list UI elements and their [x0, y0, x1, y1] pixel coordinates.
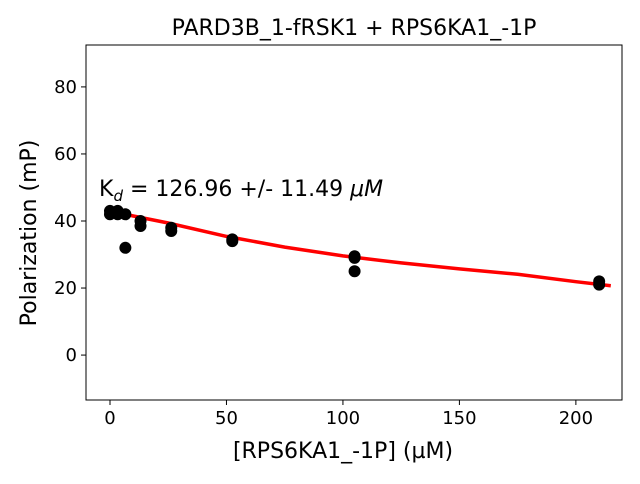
- y-axis: 0 20 40 60 80: [54, 77, 86, 366]
- y-tick-label: 0: [66, 345, 77, 366]
- plot-area: [103, 204, 611, 291]
- x-tick-label: 0: [104, 408, 115, 429]
- chart-title: PARD3B_1-fRSK1 + RPS6KA1_-1P: [172, 16, 537, 41]
- x-axis-label: [RPS6KA1_-1P] (µM): [233, 439, 453, 464]
- data-point: [165, 225, 178, 238]
- x-axis: 0 50 100 150 200: [104, 400, 593, 429]
- data-point: [134, 220, 147, 233]
- x-tick-label: 150: [442, 408, 476, 429]
- x-tick-label: 50: [215, 408, 238, 429]
- x-tick-label: 100: [326, 408, 360, 429]
- kd-annotation: Kd = 126.96 +/- 11.49 μM: [99, 177, 383, 205]
- data-point: [226, 235, 239, 248]
- axes-frame: [85, 44, 623, 401]
- y-tick-label: 60: [54, 144, 77, 165]
- x-tick-label: 200: [559, 408, 593, 429]
- fit-curve: [109, 209, 611, 288]
- y-tick-label: 20: [54, 278, 77, 299]
- data-point: [119, 208, 132, 221]
- y-axis-label: Polarization (mP): [17, 140, 42, 327]
- y-tick-label: 80: [54, 77, 77, 98]
- data-point: [119, 241, 132, 254]
- data-point: [348, 265, 361, 278]
- data-point: [348, 251, 361, 264]
- data-point: [593, 278, 606, 291]
- y-tick-label: 40: [54, 211, 77, 232]
